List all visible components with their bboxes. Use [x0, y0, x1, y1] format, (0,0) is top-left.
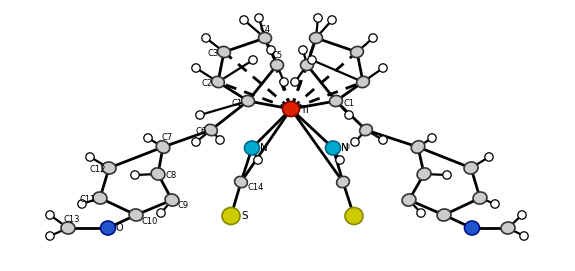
Circle shape: [46, 232, 54, 240]
Ellipse shape: [345, 208, 363, 224]
Text: C3: C3: [208, 50, 219, 59]
Circle shape: [491, 200, 499, 208]
Text: I: I: [347, 144, 349, 150]
Ellipse shape: [402, 194, 416, 206]
Circle shape: [328, 16, 336, 24]
Ellipse shape: [325, 141, 340, 155]
Circle shape: [379, 64, 387, 72]
Ellipse shape: [242, 95, 255, 107]
Ellipse shape: [61, 222, 75, 234]
Circle shape: [291, 78, 299, 86]
Circle shape: [46, 211, 54, 219]
Circle shape: [216, 136, 224, 144]
Ellipse shape: [235, 176, 247, 188]
Text: C1: C1: [232, 99, 243, 108]
Text: C8: C8: [165, 172, 177, 180]
Ellipse shape: [270, 60, 283, 70]
Circle shape: [351, 138, 359, 146]
Circle shape: [299, 46, 307, 54]
Ellipse shape: [156, 141, 170, 153]
Circle shape: [443, 171, 451, 179]
Ellipse shape: [205, 124, 217, 136]
Circle shape: [280, 78, 288, 86]
Circle shape: [308, 56, 316, 64]
Text: C14: C14: [247, 182, 263, 192]
Text: C11: C11: [80, 195, 97, 205]
Text: C13: C13: [63, 215, 79, 224]
Ellipse shape: [501, 222, 515, 234]
Ellipse shape: [473, 192, 487, 204]
Circle shape: [369, 34, 377, 42]
Ellipse shape: [417, 168, 431, 180]
Text: O: O: [116, 223, 124, 233]
Ellipse shape: [465, 221, 480, 235]
Circle shape: [254, 156, 262, 164]
Ellipse shape: [336, 176, 350, 188]
Ellipse shape: [329, 95, 343, 107]
Circle shape: [428, 134, 436, 142]
Ellipse shape: [282, 102, 300, 117]
Circle shape: [240, 16, 248, 24]
Ellipse shape: [212, 76, 224, 88]
Circle shape: [144, 134, 152, 142]
Circle shape: [131, 171, 139, 179]
Circle shape: [345, 111, 353, 119]
Circle shape: [249, 56, 257, 64]
Circle shape: [267, 46, 275, 54]
Text: Ti: Ti: [300, 105, 309, 115]
Circle shape: [485, 153, 493, 161]
Circle shape: [255, 14, 263, 22]
Text: C2: C2: [202, 79, 213, 89]
Circle shape: [518, 211, 526, 219]
Ellipse shape: [222, 208, 240, 224]
Circle shape: [196, 111, 204, 119]
Circle shape: [157, 209, 165, 217]
Ellipse shape: [217, 46, 231, 57]
Text: N: N: [341, 143, 349, 153]
Text: C5: C5: [272, 51, 283, 60]
Ellipse shape: [356, 76, 369, 88]
Circle shape: [336, 156, 344, 164]
Circle shape: [520, 232, 528, 240]
Text: C12: C12: [89, 166, 105, 175]
Text: N: N: [341, 143, 349, 153]
Circle shape: [192, 138, 200, 146]
Ellipse shape: [102, 162, 116, 174]
Ellipse shape: [464, 162, 478, 174]
Text: N: N: [260, 143, 268, 153]
Circle shape: [202, 34, 210, 42]
Circle shape: [417, 209, 425, 217]
Circle shape: [192, 64, 200, 72]
Ellipse shape: [259, 33, 271, 44]
Ellipse shape: [301, 60, 313, 70]
Circle shape: [314, 14, 322, 22]
Ellipse shape: [151, 168, 165, 180]
Circle shape: [379, 136, 387, 144]
Text: C4: C4: [260, 24, 271, 34]
Ellipse shape: [309, 33, 323, 44]
Text: C10: C10: [141, 217, 158, 225]
Text: C1: C1: [343, 99, 354, 108]
Ellipse shape: [411, 141, 425, 153]
Ellipse shape: [101, 221, 116, 235]
Text: S: S: [241, 211, 248, 221]
Text: C6: C6: [195, 127, 206, 137]
Circle shape: [86, 153, 94, 161]
Ellipse shape: [437, 209, 451, 221]
Text: C7: C7: [162, 134, 173, 143]
Ellipse shape: [129, 209, 143, 221]
Ellipse shape: [360, 124, 373, 136]
Circle shape: [78, 200, 86, 208]
Ellipse shape: [351, 46, 363, 57]
Text: C9: C9: [178, 201, 189, 209]
Ellipse shape: [165, 194, 179, 206]
Ellipse shape: [244, 141, 259, 155]
Ellipse shape: [93, 192, 107, 204]
